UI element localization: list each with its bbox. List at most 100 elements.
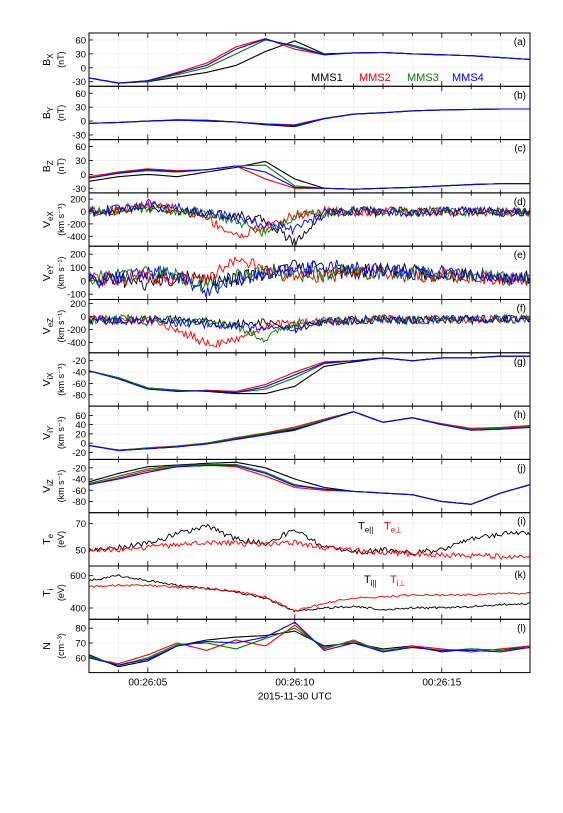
y-axis-subscript: eZ — [46, 318, 55, 327]
y-axis-unit: (km s⁻¹) — [56, 470, 66, 503]
y-tick-label: 200 — [70, 299, 86, 310]
series-line-ti-perp — [89, 583, 530, 612]
annotation-symbol: T — [384, 521, 391, 533]
y-tick-label: 200 — [70, 250, 86, 261]
panel-frame — [88, 299, 531, 354]
y-axis-unit: (cm⁻³) — [56, 633, 66, 659]
y-axis-label: ViX — [41, 372, 55, 387]
y-axis-symbol: V — [41, 274, 53, 281]
y-tick-label: -400 — [67, 232, 86, 243]
y-tick-label: -40 — [72, 368, 86, 379]
y-axis-unit: (km s⁻¹) — [56, 203, 66, 236]
panel-j: -20-40-60-80 (j) ViZ (km s⁻¹) — [41, 458, 531, 514]
y-tick-label: 60 — [75, 653, 86, 664]
annotation-perpendicular: Ti⊥ — [390, 574, 406, 588]
annotation-subscript: e|| — [365, 526, 374, 535]
time-tick-label: 00:26:10 — [275, 678, 314, 689]
panel-frame — [88, 405, 531, 460]
panel-letter: (c) — [514, 144, 526, 155]
y-axis-label: N — [41, 642, 53, 650]
y-tick-label: -200 — [67, 219, 86, 230]
y-tick-label: 0 — [81, 63, 86, 74]
y-tick-label: 80 — [75, 624, 86, 635]
y-tick-label: 0 — [81, 207, 86, 218]
time-axis: 00:26:05 00:26:10 00:26:15 2015-11-30 UT… — [128, 678, 461, 703]
y-axis-symbol: V — [41, 380, 53, 387]
y-tick-label: 70 — [75, 519, 86, 530]
y-axis-unit: (km s⁻¹) — [56, 416, 66, 449]
series-line-mms4 — [89, 313, 530, 333]
y-tick-label: -20 — [72, 463, 86, 474]
y-axis-subscript: Z — [46, 160, 55, 165]
legend-entry-mms3: MMS3 — [407, 72, 439, 84]
y-tick-label: 0 — [81, 276, 86, 287]
y-axis-symbol: B — [41, 112, 53, 119]
y-tick-label: 200 — [70, 195, 86, 206]
y-axis-symbol: B — [41, 165, 53, 172]
panel-letter: (l) — [517, 623, 526, 634]
y-tick-label: 40 — [75, 420, 86, 431]
y-tick-label: 0 — [81, 170, 86, 181]
legend-entry-mms1: MMS1 — [311, 72, 343, 84]
panel-letter: (k) — [514, 570, 526, 581]
y-axis-symbol: T — [41, 538, 53, 545]
y-tick-label: 30 — [75, 103, 86, 114]
y-tick-label: -80 — [72, 390, 86, 401]
y-axis-unit: (km s⁻¹) — [56, 256, 66, 289]
y-tick-label: 20 — [75, 429, 86, 440]
panel-e: 200 100 0 -100 (e) VeY (km s⁻¹) — [41, 245, 531, 301]
panel-letter: (f) — [517, 304, 526, 315]
series-line-mms1 — [89, 108, 530, 128]
y-tick-label: -200 — [67, 325, 86, 336]
y-tick-label: 60 — [75, 89, 86, 100]
y-axis-unit: (nT) — [56, 51, 66, 68]
annotation-subscript: i⊥ — [397, 579, 406, 588]
y-axis-symbol: B — [41, 59, 53, 66]
y-axis-symbol: V — [41, 221, 53, 228]
y-axis-unit: (km s⁻¹) — [56, 363, 66, 396]
series-line-mms4 — [89, 465, 530, 505]
annotation-perpendicular: Te⊥ — [384, 521, 402, 535]
series-line-mms1 — [89, 411, 530, 451]
y-tick-label: 60 — [75, 411, 86, 422]
series-line-mms3 — [89, 164, 530, 190]
panel-letter: (i) — [517, 517, 526, 528]
panel-f: 200 0 -200 -400 (f) VeZ (km s⁻¹) — [41, 299, 531, 354]
y-tick-label: 0 — [81, 117, 86, 128]
panel-b: 60 30 0 -30 (b) BY (nT) — [41, 85, 531, 141]
annotation-subscript: e⊥ — [391, 526, 402, 535]
series-line-mms1 — [89, 259, 530, 292]
y-axis-label: BY — [41, 106, 55, 119]
y-axis-symbol: V — [41, 486, 53, 493]
y-axis-label: VeX — [41, 210, 55, 227]
series-line-mms4 — [89, 38, 530, 84]
y-tick-label: 30 — [75, 49, 86, 60]
panel-letter: (a) — [514, 37, 526, 48]
panel-letter: (d) — [514, 197, 526, 208]
y-tick-label: -40 — [72, 475, 86, 486]
panel-g: -20-40-60-80 (g) ViX (km s⁻¹) — [41, 352, 531, 407]
y-tick-label: -30 — [72, 77, 86, 88]
y-tick-label: -30 — [72, 130, 86, 141]
y-axis-subscript: eY — [46, 264, 55, 274]
y-tick-label: -60 — [72, 379, 86, 390]
y-tick-label: 400 — [70, 603, 86, 614]
annotation-symbol: T — [364, 574, 371, 586]
y-axis-subscript: Y — [46, 106, 55, 112]
y-axis-subscript: eX — [46, 210, 55, 220]
y-axis-symbol: V — [41, 433, 53, 440]
series-line-mms2 — [89, 355, 530, 392]
y-tick-label: 60 — [75, 142, 86, 153]
y-tick-label: 0 — [81, 312, 86, 323]
annotation-parallel: Ti|| — [364, 574, 377, 588]
panel-l: 80 70 60 (l) N (cm⁻³) — [41, 618, 531, 674]
y-tick-label: 600 — [70, 571, 86, 582]
panel-letter: (b) — [514, 90, 526, 101]
y-axis-label: Ti — [41, 588, 55, 596]
y-tick-label: -30 — [72, 184, 86, 195]
y-axis-subscript: iX — [46, 372, 55, 380]
